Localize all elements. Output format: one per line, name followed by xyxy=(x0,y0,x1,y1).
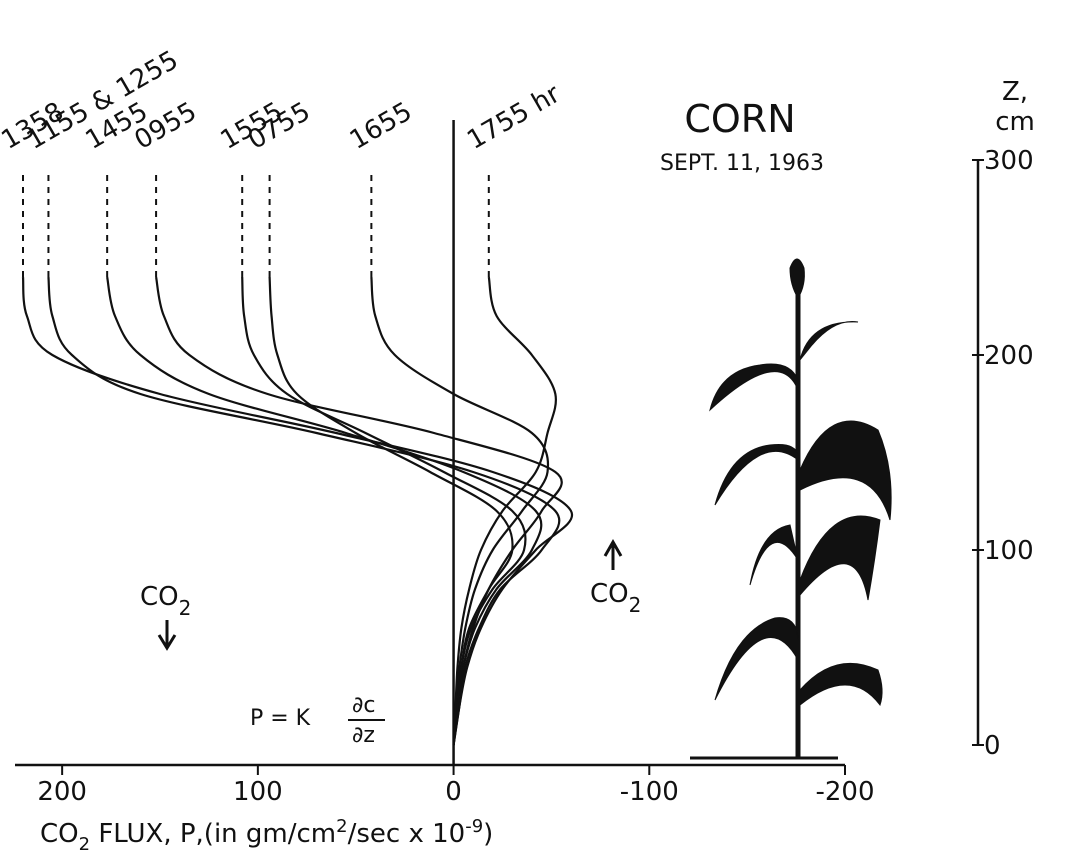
chart-subtitle: SEPT. 11, 1963 xyxy=(660,151,824,176)
profile-curve xyxy=(452,276,557,746)
x-label-sub: 2 xyxy=(79,834,90,855)
x-label-part: /sec x 10 xyxy=(348,819,466,849)
y-axis-label: cm xyxy=(995,107,1035,137)
annotation: CO2 xyxy=(140,582,191,620)
x-tick-label: 200 xyxy=(37,777,87,807)
annotation-sub: 2 xyxy=(629,593,642,617)
formula-den: ∂z xyxy=(352,723,375,748)
x-label-part: ) xyxy=(483,819,493,849)
x-tick-label: 100 xyxy=(233,777,283,807)
x-axis-label: CO2 FLUX, P,(in gm/cm2/sec x 10-9) xyxy=(40,816,493,855)
profile-curve xyxy=(370,276,550,746)
y-tick-label: 200 xyxy=(984,341,1034,371)
arrow-down xyxy=(157,620,177,651)
formula: P = K xyxy=(250,706,311,731)
x-tick-label: 0 xyxy=(445,777,462,807)
y-tick-label: 0 xyxy=(984,731,1001,761)
arrow-up xyxy=(603,538,623,570)
series-label: 1655 xyxy=(345,97,417,156)
chart-title: CORN xyxy=(684,97,795,141)
x-label-part: FLUX, P,(in gm/cm xyxy=(90,819,336,849)
annotation: CO2 xyxy=(590,579,641,617)
y-tick-label: 100 xyxy=(984,536,1034,566)
annotation-sub: 2 xyxy=(179,596,192,620)
profile-curve xyxy=(106,276,543,746)
y-tick-label: 300 xyxy=(984,146,1034,176)
x-tick-label: -200 xyxy=(815,777,874,807)
series-label: 0755 xyxy=(243,97,315,156)
x-tick-label: -100 xyxy=(620,777,679,807)
profile-curve xyxy=(268,276,514,746)
profile-curve xyxy=(21,276,574,746)
corn-plant xyxy=(690,258,892,760)
x-label-sup: 2 xyxy=(336,816,347,837)
formula-num: ∂c xyxy=(352,693,375,718)
annotation-part: CO xyxy=(590,579,629,609)
series-label: 1755 hr xyxy=(462,79,565,156)
x-label-sup: -9 xyxy=(465,816,483,837)
x-label-part: CO xyxy=(40,819,79,849)
annotation-part: CO xyxy=(140,582,179,612)
profile-curve xyxy=(47,276,561,746)
y-axis-label: Z, xyxy=(1002,77,1028,107)
profile-curve xyxy=(241,276,527,746)
profile-curve xyxy=(155,276,563,746)
